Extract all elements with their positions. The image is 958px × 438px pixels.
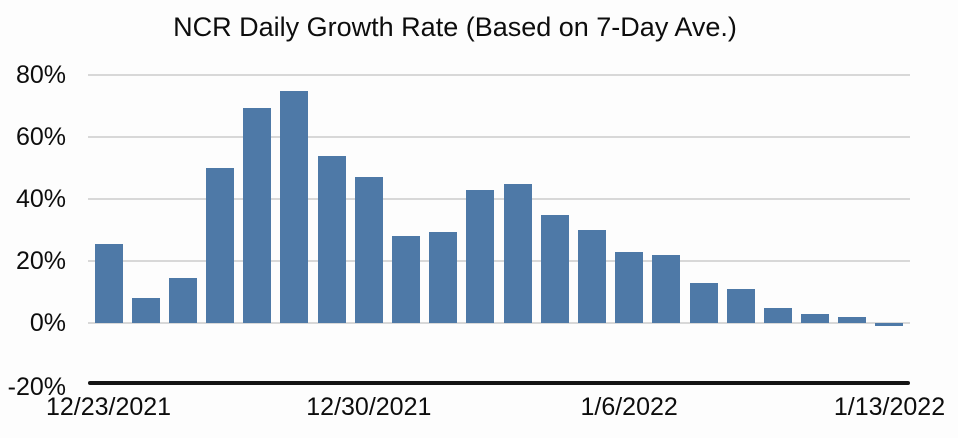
bar-1/10/2022 [763,307,792,323]
x-axis-tick-label: 1/13/2022 [833,393,946,421]
bar-1/12/2022 [838,316,867,323]
bar-1/13/2022 [875,323,904,327]
bar-12/28/2021 [280,90,309,323]
y-axis-tick-label: 40% [15,185,66,213]
bar-12/24/2021 [131,298,160,323]
bar-1/11/2022 [801,313,830,323]
gridline-80 [88,74,910,76]
bar-1/5/2022 [577,230,606,323]
x-axis-line [88,381,910,385]
x-axis-tick-label: 1/6/2022 [580,393,678,421]
chart-title: NCR Daily Growth Rate (Based on 7-Day Av… [173,12,737,42]
gridline-0 [88,322,910,324]
y-axis-tick-label: 0% [29,309,66,337]
bar-12/26/2021 [206,168,235,323]
bar-1/1/2022 [429,231,458,323]
bar-1/7/2022 [652,254,681,323]
gridline-60 [88,136,910,138]
bar-1/4/2022 [540,214,569,323]
bar-12/27/2021 [243,107,272,323]
y-axis-tick-label: -20% [7,373,66,401]
bar-1/9/2022 [726,288,755,323]
bar-12/23/2021 [94,243,123,323]
bar-1/2/2022 [466,189,495,323]
x-axis-tick-label: 12/23/2021 [45,393,172,421]
x-axis-tick-label: 12/30/2021 [306,393,432,421]
gridline-40 [88,198,910,200]
y-axis-tick-label: 60% [15,123,66,151]
bar-1/3/2022 [503,183,532,323]
gridline-20 [88,260,910,262]
bar-1/6/2022 [615,251,644,323]
y-axis-tick-label: 80% [15,61,66,89]
bar-12/29/2021 [317,155,346,323]
bar-1/8/2022 [689,282,718,323]
y-axis-tick-label: 20% [15,247,66,275]
bar-12/25/2021 [168,278,197,323]
bar-12/30/2021 [354,177,383,323]
bar-12/31/2021 [392,236,421,323]
